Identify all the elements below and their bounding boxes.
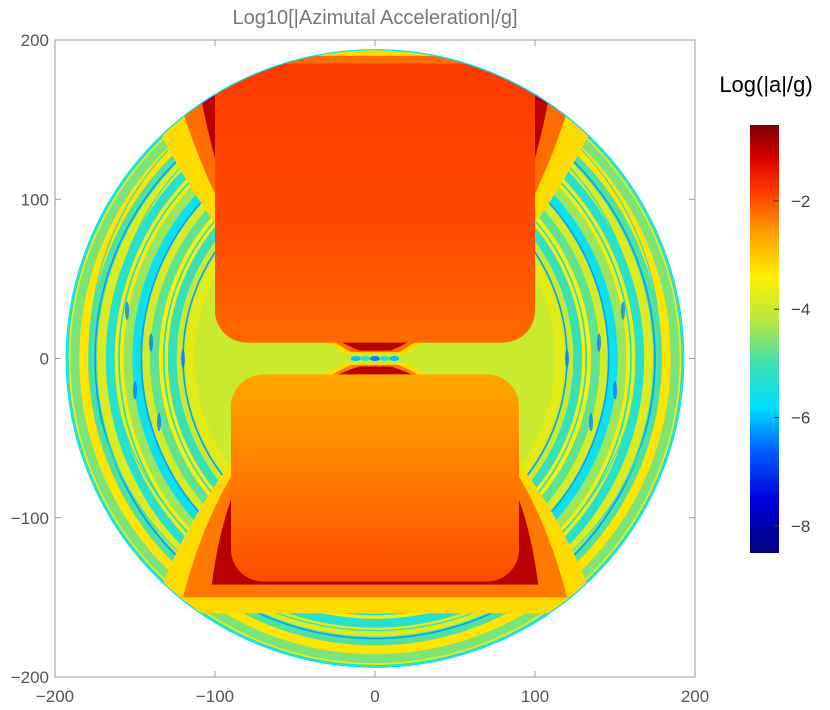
- disk-outline: [65, 49, 685, 668]
- side-artifact: [133, 381, 137, 400]
- y-tick-label: 0: [40, 350, 49, 369]
- x-tick-label: −100: [196, 687, 234, 706]
- y-tick-label: −100: [11, 509, 49, 528]
- side-artifact: [181, 349, 185, 368]
- side-artifact: [157, 413, 161, 432]
- side-artifact: [613, 381, 617, 400]
- side-artifact: [597, 333, 601, 352]
- colorbar-tick-label: −6: [791, 409, 810, 428]
- midplane-artifact: [350, 356, 361, 361]
- y-tick-label: −200: [11, 668, 49, 687]
- upper-core: [215, 63, 535, 343]
- side-artifact: [589, 413, 593, 432]
- x-tick-label: 200: [681, 687, 709, 706]
- colorbar-tick-label: −4: [791, 300, 810, 319]
- colorbar-tick-label: −8: [791, 517, 810, 536]
- axis-layer: −200 −100 0 100 200 −200 −100 0 100 200: [11, 31, 709, 706]
- heatmap-disk: [66, 49, 684, 668]
- midplane-artifact: [370, 356, 380, 361]
- y-tick-label: 200: [21, 31, 49, 50]
- side-artifact: [565, 349, 569, 368]
- midplane-artifact: [360, 356, 371, 361]
- side-artifact: [621, 301, 625, 320]
- chart-title: Log10[|Azimutal Acceleration|/g]: [233, 7, 518, 29]
- side-artifact: [125, 301, 129, 320]
- midplane-artifact: [389, 356, 400, 361]
- colorbar: [750, 125, 779, 553]
- x-tick-label: 0: [370, 687, 379, 706]
- x-tick-label: 100: [521, 687, 549, 706]
- x-tick-label: −200: [36, 687, 74, 706]
- colorbar-tick-label: −2: [791, 192, 810, 211]
- midplane-artifact: [379, 356, 390, 361]
- side-artifact: [149, 333, 153, 352]
- legend-title: Log(|a|/g): [719, 72, 812, 97]
- lower-core: [231, 374, 519, 582]
- colorbar-ticks: −2 −4 −6 −8: [774, 192, 810, 536]
- heatmap-layer: [65, 49, 685, 668]
- y-tick-label: 100: [21, 190, 49, 209]
